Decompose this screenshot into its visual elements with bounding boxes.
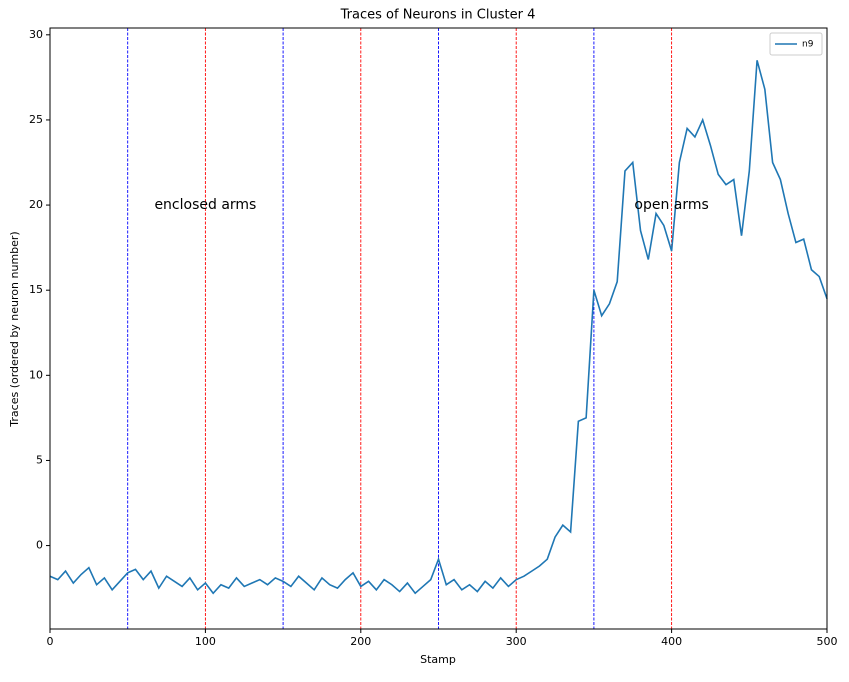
x-tick-label: 200 — [350, 635, 371, 648]
x-axis-label: Stamp — [420, 653, 456, 666]
y-tick-label: 10 — [29, 368, 43, 381]
x-tick-label: 300 — [506, 635, 527, 648]
x-tick-label: 100 — [195, 635, 216, 648]
x-tick-label: 500 — [817, 635, 838, 648]
plot-frame — [49, 27, 828, 630]
x-tick-label: 400 — [661, 635, 682, 648]
y-tick-label: 15 — [29, 283, 43, 296]
chart-title: Traces of Neurons in Cluster 4 — [340, 8, 536, 23]
annotation: enclosed arms — [154, 197, 256, 213]
legend-label: n9 — [802, 40, 814, 50]
y-tick-label: 5 — [36, 453, 43, 466]
y-axis-label: Traces (ordered by neuron number) — [8, 231, 21, 427]
y-tick-label: 30 — [29, 28, 43, 41]
y-tick-label: 25 — [29, 113, 43, 126]
y-tick-label: 0 — [36, 539, 43, 552]
y-tick-label: 20 — [29, 198, 43, 211]
x-tick-label: 0 — [47, 635, 54, 648]
trace-line — [49, 60, 828, 595]
annotation: open arms — [634, 197, 708, 213]
